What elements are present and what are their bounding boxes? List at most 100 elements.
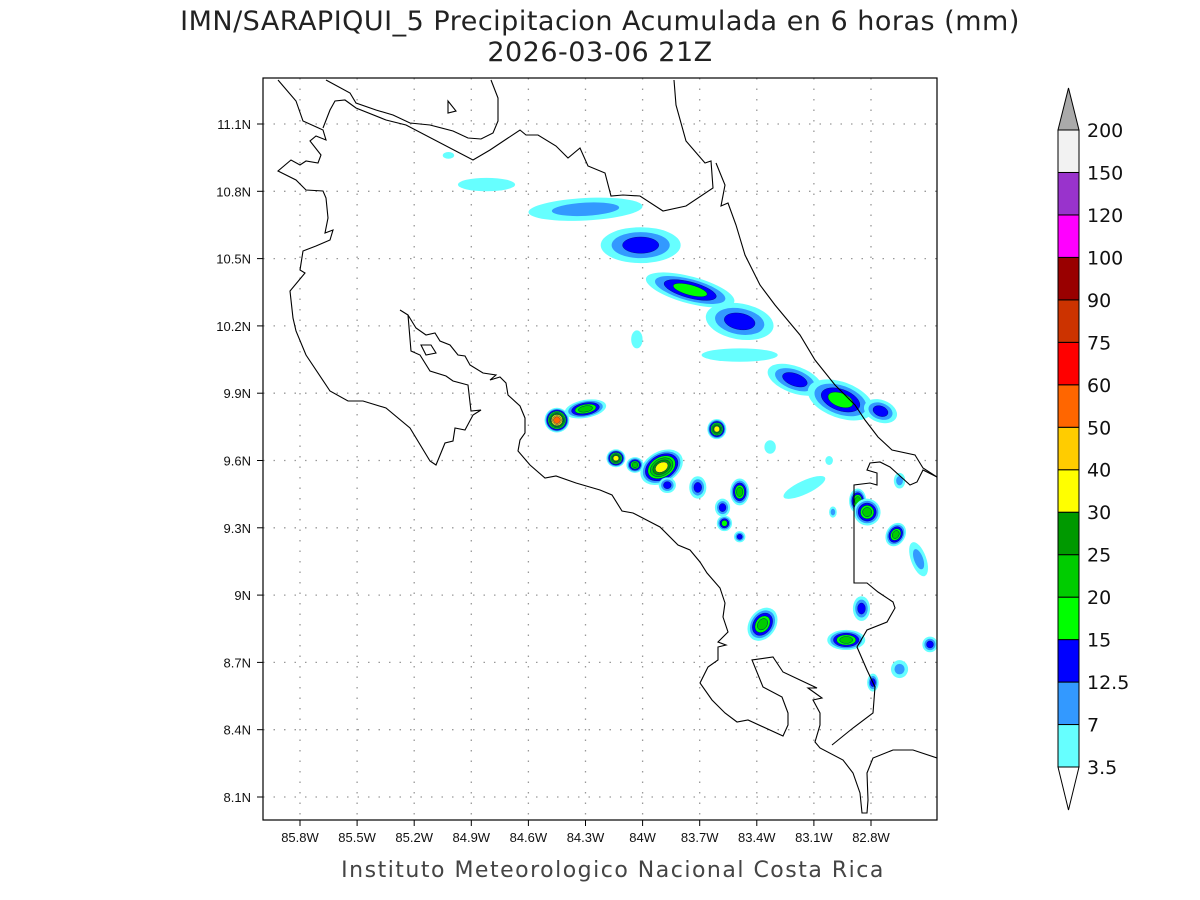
precip-cell xyxy=(825,456,833,465)
precip-contour-level-3 xyxy=(672,283,708,297)
precip-contour-level-4 xyxy=(862,507,872,517)
precip-contour-level-4 xyxy=(891,530,900,539)
lon-tick-label: 84.6W xyxy=(510,830,548,845)
precip-contour-level-2 xyxy=(857,602,866,615)
precip-cell xyxy=(564,399,607,419)
precip-cell xyxy=(658,477,676,494)
precip-contour-level-6 xyxy=(655,461,669,473)
lon-tick-label: 83.1W xyxy=(795,830,833,845)
precip-cell xyxy=(783,475,826,499)
precip-cell xyxy=(714,498,731,517)
precipitation-fields xyxy=(442,152,937,692)
precip-cell xyxy=(544,407,570,433)
precip-contour-level-6 xyxy=(612,455,619,462)
colorbar-swatch xyxy=(1057,384,1080,428)
colorbar-swatch xyxy=(1057,554,1080,598)
precip-cell xyxy=(442,152,455,159)
colorbar-label: 7 xyxy=(1087,715,1099,737)
axis-ticks: 85.8W 85.5W 85.2W 84.9W 84.6W 84.3W 84W 83.7W 83… xyxy=(216,117,890,845)
precip-contour-level-2 xyxy=(622,236,660,254)
lon-tick-label: 84W xyxy=(629,830,656,845)
colorbar-swatch xyxy=(1057,724,1080,768)
colorbar-swatch xyxy=(1057,639,1080,683)
coastlines xyxy=(277,79,937,814)
lon-tick-label: 85.2W xyxy=(395,830,433,845)
precip-contour-level-0 xyxy=(701,348,778,362)
lat-tick-label: 9.6N xyxy=(224,453,251,468)
precip-contour-level-2 xyxy=(872,405,889,417)
precip-cell xyxy=(645,272,735,308)
precip-cell xyxy=(730,478,750,506)
lat-tick-label: 8.1N xyxy=(224,790,251,805)
precip-cell xyxy=(606,449,626,468)
precip-cell xyxy=(600,227,681,264)
precip-cell xyxy=(689,476,707,499)
lon-tick-label: 85.8W xyxy=(281,830,319,845)
colorbar-label: 15 xyxy=(1087,630,1111,652)
precip-cell xyxy=(733,531,746,543)
precip-contour-level-1 xyxy=(896,476,903,486)
colorbar-label: 90 xyxy=(1087,290,1111,312)
colorbar-label: 150 xyxy=(1087,162,1123,184)
precip-cell xyxy=(764,440,776,454)
colorbar-label: 25 xyxy=(1087,545,1111,567)
lat-lon-grid xyxy=(263,78,937,820)
precip-contour-level-0 xyxy=(442,152,455,159)
precip-contour-level-2 xyxy=(693,482,702,493)
precip-contour-level-2 xyxy=(718,503,727,512)
precip-cell xyxy=(716,515,733,532)
map-frame xyxy=(262,77,938,821)
precip-contour-level-0 xyxy=(457,177,516,192)
colorbar-label: 75 xyxy=(1087,332,1111,354)
precip-contour-level-2 xyxy=(724,312,756,331)
lon-tick-label: 83.7W xyxy=(681,830,719,845)
precip-cell xyxy=(707,418,727,440)
lon-tick-label: 82.8W xyxy=(852,830,890,845)
precip-contour-level-0 xyxy=(825,456,833,465)
lon-tick-label: 84.3W xyxy=(567,830,605,845)
colorbar-label: 3.5 xyxy=(1087,757,1117,779)
pacific-coastline xyxy=(277,79,937,814)
precip-cell xyxy=(852,596,871,621)
colorbar-swatch xyxy=(1057,256,1080,301)
precip-contour-level-1 xyxy=(551,202,620,217)
lat-tick-label: 9N xyxy=(234,588,251,603)
precip-cell xyxy=(922,636,937,653)
colorbar-swatch xyxy=(1057,299,1080,343)
lake-north-shore xyxy=(325,79,499,140)
colorbar-swatch xyxy=(1057,214,1080,258)
precip-cell xyxy=(705,302,774,341)
colorbar-under-triangle xyxy=(1057,766,1080,811)
precip-contour-level-1 xyxy=(894,663,905,675)
map-subtitle: 2026-03-06 21Z xyxy=(487,37,712,68)
precip-contour-level-1 xyxy=(830,508,836,516)
colorbar-label: 40 xyxy=(1087,460,1111,482)
colorbar-label: 20 xyxy=(1087,587,1111,609)
precip-cell xyxy=(853,498,881,526)
colorbar-label: 12.5 xyxy=(1087,672,1129,694)
precip-contour-level-3 xyxy=(721,520,728,527)
precip-contour-level-2 xyxy=(782,372,808,388)
lat-tick-label: 10.2N xyxy=(216,319,251,334)
lat-tick-label: 11.1N xyxy=(217,117,251,132)
precip-contour-level-6 xyxy=(713,425,720,433)
precip-contour-level-4 xyxy=(757,618,768,631)
panama-border xyxy=(831,461,937,746)
colorbar-label: 30 xyxy=(1087,502,1111,524)
colorbar-swatch xyxy=(1057,426,1080,471)
lake-island xyxy=(447,99,457,114)
colorbar-label: 60 xyxy=(1087,375,1111,397)
precip-contour-level-8 xyxy=(553,416,561,424)
colorbar-swatch xyxy=(1057,469,1080,513)
precip-cell xyxy=(640,449,683,485)
precip-cell xyxy=(767,363,823,396)
lon-tick-label: 84.9W xyxy=(453,830,491,845)
precip-contour-level-0 xyxy=(764,440,776,454)
colorbar-label: 120 xyxy=(1087,205,1123,227)
precip-cell xyxy=(626,457,644,473)
colorbar-swatch xyxy=(1057,681,1080,726)
precip-contour-level-4 xyxy=(839,636,853,644)
footer-credit: Instituto Meteorologico Nacional Costa R… xyxy=(341,858,885,883)
precip-cell xyxy=(885,522,907,547)
